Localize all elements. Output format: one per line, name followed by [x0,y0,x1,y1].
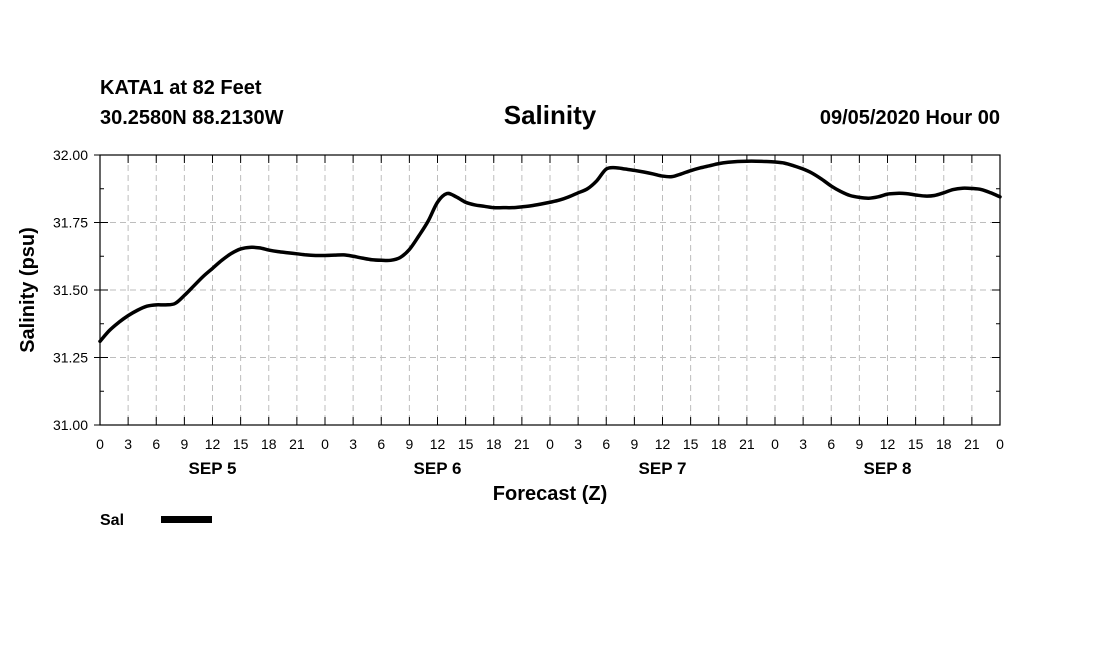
x-tick-label: 0 [96,436,104,452]
x-tick-label: 0 [996,436,1004,452]
forecast-datetime: 09/05/2020 Hour 00 [820,107,1000,129]
x-tick-label: 0 [771,436,779,452]
x-tick-label: 21 [964,436,980,452]
legend-swatch [161,516,212,523]
x-tick-label: 9 [180,436,188,452]
x-tick-label: 6 [152,436,160,452]
x-tick-label: 0 [321,436,329,452]
day-label: SEP 6 [414,459,462,478]
legend-label: Sal [100,512,124,529]
x-tick-label: 18 [261,436,277,452]
day-label: SEP 5 [189,459,237,478]
x-tick-label: 9 [405,436,413,452]
x-tick-label: 15 [908,436,924,452]
x-tick-label: 15 [233,436,249,452]
station-coordinates: 30.2580N 88.2130W [100,107,284,129]
y-tick-label: 32.00 [53,147,88,163]
x-tick-label: 3 [799,436,807,452]
x-tick-labels: 0 3 6 9 12 15 18 21 0 3 6 9 12 15 18 21 0 3 6 9 12 15 18 21 0 3 6 9… [96,436,1004,452]
x-tick-label: 6 [602,436,610,452]
x-tick-label: 3 [124,436,132,452]
axis-ticks [94,154,1001,426]
x-tick-label: 15 [683,436,699,452]
x-tick-label: 18 [936,436,952,452]
x-tick-label: 18 [711,436,727,452]
x-tick-label: 12 [205,436,221,452]
y-tick-label: 31.50 [53,282,88,298]
x-tick-label: 21 [739,436,755,452]
plot-frame [99,154,1001,426]
y-tick-labels: 31.00 31.25 31.50 31.75 32.00 [53,147,88,433]
x-tick-label: 9 [630,436,638,452]
y-tick-label: 31.25 [53,350,88,366]
x-tick-label: 18 [486,436,502,452]
day-labels: SEP 5 SEP 6 SEP 7 SEP 8 [189,459,912,478]
salinity-series-line [98,159,1002,344]
x-tick-label: 0 [546,436,554,452]
x-axis-label: Forecast (Z) [493,483,607,505]
x-tick-label: 12 [430,436,446,452]
x-tick-label: 21 [514,436,530,452]
x-tick-label: 6 [827,436,835,452]
x-tick-label: 15 [458,436,474,452]
x-tick-label: 12 [655,436,671,452]
x-tick-label: 21 [289,436,305,452]
grid-lines [100,155,1000,425]
x-tick-label: 3 [574,436,582,452]
y-axis-label: Salinity (psu) [17,227,39,353]
x-tick-label: 9 [855,436,863,452]
x-tick-label: 6 [377,436,385,452]
x-tick-label: 3 [349,436,357,452]
day-label: SEP 8 [864,459,912,478]
day-label: SEP 7 [639,459,687,478]
x-tick-label: 12 [880,436,896,452]
chart-title: Salinity [504,100,597,130]
station-label: KATA1 at 82 Feet [100,77,262,99]
legend: Sal [100,512,212,529]
y-tick-label: 31.00 [53,417,88,433]
y-tick-label: 31.75 [53,215,88,231]
